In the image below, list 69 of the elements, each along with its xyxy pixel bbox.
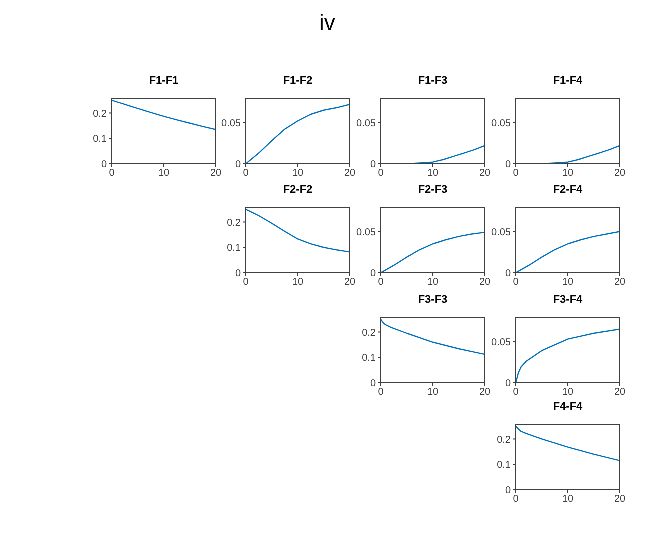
x-tick-label: 20 <box>344 168 356 180</box>
y-tick-label: 0 <box>101 160 108 171</box>
y-tick-label: 0.1 <box>227 243 242 254</box>
line-series <box>381 318 485 356</box>
line-series <box>516 426 620 462</box>
y-tick-label: 0 <box>370 160 376 171</box>
x-tick-label: 10 <box>562 387 574 398</box>
x-tick-label: 20 <box>344 277 356 288</box>
x-tick-label: 0 <box>243 277 250 288</box>
x-tick-label: 0 <box>378 168 384 180</box>
x-tick-label: 0 <box>109 168 116 180</box>
x-tick-label: 10 <box>562 168 574 180</box>
y-tick-label: 0 <box>370 268 376 280</box>
x-tick-label: 0 <box>243 168 250 180</box>
y-tick-label: 0 <box>370 378 376 390</box>
x-tick-label: 20 <box>614 494 626 506</box>
x-tick-label: 10 <box>562 277 574 288</box>
chart-title: F3-F3 <box>417 293 449 307</box>
y-tick-label: 0.1 <box>93 134 108 146</box>
x-tick-label: 10 <box>562 494 574 506</box>
chart-title: F1-F2 <box>282 74 314 88</box>
chart-title: F2-F3 <box>417 183 449 197</box>
y-tick-label: 0 <box>505 268 512 280</box>
chart-title: F1-F3 <box>417 74 449 88</box>
line-series <box>246 208 350 253</box>
x-tick-label: 10 <box>158 168 170 180</box>
x-tick-label: 0 <box>513 168 520 180</box>
y-tick-label: 0 <box>505 486 512 497</box>
x-tick-label: 10 <box>427 168 439 180</box>
x-tick-label: 10 <box>427 387 439 398</box>
chart-title: F1-F4 <box>552 74 584 88</box>
y-tick-label: 0 <box>235 268 242 280</box>
text: iv <box>320 10 336 35</box>
y-tick-label: 0.2 <box>227 218 242 229</box>
y-tick-label: 0 <box>505 378 512 390</box>
x-tick-label: 20 <box>614 277 626 288</box>
x-tick-label: 0 <box>378 277 384 288</box>
x-tick-label: 20 <box>479 387 491 398</box>
chart-title: F2-F4 <box>552 183 584 197</box>
x-tick-label: 0 <box>513 494 520 506</box>
chart-title: F1-F1 <box>148 74 180 88</box>
x-tick-label: 0 <box>378 387 384 398</box>
y-tick-label: 0.05 <box>356 227 376 238</box>
x-tick-label: 20 <box>479 168 491 180</box>
y-tick-label: 0 <box>235 160 242 171</box>
y-tick-label: 0 <box>505 160 512 171</box>
x-tick-label: 20 <box>210 168 222 180</box>
chart-title: F4-F4 <box>552 400 584 414</box>
y-tick-label: 0.1 <box>497 460 512 472</box>
x-tick-label: 10 <box>427 277 439 288</box>
x-tick-label: 10 <box>292 277 304 288</box>
y-tick-label: 0.2 <box>362 328 376 339</box>
chart-title: F3-F4 <box>552 293 584 307</box>
y-tick-label: 0.05 <box>356 118 376 130</box>
y-tick-label: 0.2 <box>497 434 512 446</box>
x-tick-label: 0 <box>513 277 520 288</box>
x-tick-label: 0 <box>513 387 520 398</box>
x-tick-label: 20 <box>614 387 626 398</box>
y-tick-label: 0.05 <box>222 118 242 130</box>
y-tick-label: 0.1 <box>362 353 376 364</box>
y-tick-label: 0.05 <box>492 337 512 348</box>
line-series <box>112 100 216 130</box>
x-tick-label: 10 <box>292 168 304 180</box>
y-tick-label: 0.05 <box>492 227 512 238</box>
x-tick-label: 20 <box>479 277 491 288</box>
chart-title: F2-F2 <box>282 183 314 197</box>
y-tick-label: 0.05 <box>492 118 512 130</box>
x-tick-label: 20 <box>614 168 626 180</box>
y-tick-label: 0.2 <box>93 108 108 120</box>
